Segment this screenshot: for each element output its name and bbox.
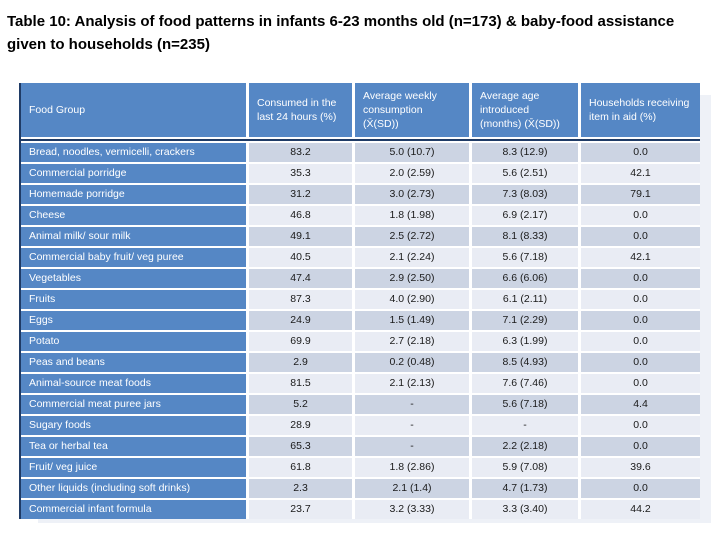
value-cell: 0.0 xyxy=(581,437,700,456)
value-cell: 31.2 xyxy=(249,185,352,204)
value-cell: 4.4 xyxy=(581,395,700,414)
value-cell: 5.9 (7.08) xyxy=(472,458,578,477)
value-cell: 2.2 (2.18) xyxy=(472,437,578,456)
food-group-cell: Fruit/ veg juice xyxy=(21,458,246,477)
value-cell: 3.3 (3.40) xyxy=(472,500,578,519)
value-cell: 23.7 xyxy=(249,500,352,519)
food-group-cell: Fruits xyxy=(21,290,246,309)
value-cell: 6.3 (1.99) xyxy=(472,332,578,351)
value-cell: 2.1 (2.13) xyxy=(355,374,469,393)
value-cell: 24.9 xyxy=(249,311,352,330)
value-cell: 5.2 xyxy=(249,395,352,414)
column-header: Consumed in the last 24 hours (%) xyxy=(249,83,352,137)
value-cell: 0.0 xyxy=(581,227,700,246)
food-group-header: Food Group xyxy=(21,83,246,137)
value-cell: 1.8 (2.86) xyxy=(355,458,469,477)
food-group-cell: Vegetables xyxy=(21,269,246,288)
value-cell: 0.0 xyxy=(581,332,700,351)
value-cell: 81.5 xyxy=(249,374,352,393)
food-group-cell: Potato xyxy=(21,332,246,351)
food-group-cell: Sugary foods xyxy=(21,416,246,435)
value-cell: 5.6 (2.51) xyxy=(472,164,578,183)
value-cell: 1.8 (1.98) xyxy=(355,206,469,225)
value-cell: 8.5 (4.93) xyxy=(472,353,578,372)
value-cell: 49.1 xyxy=(249,227,352,246)
value-cell: 2.1 (2.24) xyxy=(355,248,469,267)
column-header: Households receiving item in aid (%) xyxy=(581,83,700,137)
value-cell: 0.2 (0.48) xyxy=(355,353,469,372)
food-group-cell: Tea or herbal tea xyxy=(21,437,246,456)
header-divider xyxy=(21,139,700,141)
value-cell: 39.6 xyxy=(581,458,700,477)
food-group-cell: Animal-source meat foods xyxy=(21,374,246,393)
food-group-cell: Other liquids (including soft drinks) xyxy=(21,479,246,498)
value-cell: 28.9 xyxy=(249,416,352,435)
value-cell: - xyxy=(355,395,469,414)
value-cell: 0.0 xyxy=(581,479,700,498)
column-header: Average age introduced (months) (X̄(SD)) xyxy=(472,83,578,137)
value-cell: 42.1 xyxy=(581,248,700,267)
food-group-cell: Cheese xyxy=(21,206,246,225)
value-cell: - xyxy=(355,416,469,435)
food-group-cell: Commercial meat puree jars xyxy=(21,395,246,414)
value-cell: 2.5 (2.72) xyxy=(355,227,469,246)
value-cell: 3.0 (2.73) xyxy=(355,185,469,204)
value-cell: 46.8 xyxy=(249,206,352,225)
value-cell: 6.1 (2.11) xyxy=(472,290,578,309)
value-cell: 8.1 (8.33) xyxy=(472,227,578,246)
value-cell: 2.9 xyxy=(249,353,352,372)
value-cell: 5.6 (7.18) xyxy=(472,248,578,267)
value-cell: 3.2 (3.33) xyxy=(355,500,469,519)
value-cell: 40.5 xyxy=(249,248,352,267)
value-cell: 0.0 xyxy=(581,416,700,435)
value-cell: 2.1 (1.4) xyxy=(355,479,469,498)
value-cell: 6.6 (6.06) xyxy=(472,269,578,288)
value-cell: 6.9 (2.17) xyxy=(472,206,578,225)
food-group-cell: Commercial baby fruit/ veg puree xyxy=(21,248,246,267)
value-cell: 7.3 (8.03) xyxy=(472,185,578,204)
value-cell: 0.0 xyxy=(581,374,700,393)
value-cell: 0.0 xyxy=(581,290,700,309)
food-group-cell: Eggs xyxy=(21,311,246,330)
value-cell: 7.6 (7.46) xyxy=(472,374,578,393)
value-cell: - xyxy=(355,437,469,456)
value-cell: 79.1 xyxy=(581,185,700,204)
value-cell: 0.0 xyxy=(581,143,700,162)
value-cell: 87.3 xyxy=(249,290,352,309)
value-cell: - xyxy=(472,416,578,435)
value-cell: 1.5 (1.49) xyxy=(355,311,469,330)
value-cell: 44.2 xyxy=(581,500,700,519)
food-group-cell: Peas and beans xyxy=(21,353,246,372)
value-cell: 47.4 xyxy=(249,269,352,288)
value-cell: 5.6 (7.18) xyxy=(472,395,578,414)
column-header: Average weekly consumption (X̄(SD)) xyxy=(355,83,469,137)
value-cell: 8.3 (12.9) xyxy=(472,143,578,162)
value-cell: 61.8 xyxy=(249,458,352,477)
food-group-cell: Commercial infant formula xyxy=(21,500,246,519)
food-group-cell: Commercial porridge xyxy=(21,164,246,183)
food-patterns-table: Food Group Consumed in the last 24 hours … xyxy=(19,83,700,519)
table-title: Table 10: Analysis of food patterns in i… xyxy=(7,13,675,53)
food-group-cell: Bread, noodles, vermicelli, crackers xyxy=(21,143,246,162)
value-cell: 69.9 xyxy=(249,332,352,351)
value-cell: 4.0 (2.90) xyxy=(355,290,469,309)
value-cell: 2.0 (2.59) xyxy=(355,164,469,183)
food-group-cell: Animal milk/ sour milk xyxy=(21,227,246,246)
value-cell: 0.0 xyxy=(581,353,700,372)
value-cell: 0.0 xyxy=(581,206,700,225)
value-cell: 35.3 xyxy=(249,164,352,183)
value-cell: 42.1 xyxy=(581,164,700,183)
value-cell: 65.3 xyxy=(249,437,352,456)
value-cell: 2.3 xyxy=(249,479,352,498)
value-cell: 2.7 (2.18) xyxy=(355,332,469,351)
value-cell: 0.0 xyxy=(581,269,700,288)
value-cell: 2.9 (2.50) xyxy=(355,269,469,288)
value-cell: 0.0 xyxy=(581,311,700,330)
food-group-cell: Homemade porridge xyxy=(21,185,246,204)
value-cell: 83.2 xyxy=(249,143,352,162)
value-cell: 4.7 (1.73) xyxy=(472,479,578,498)
table-grid: Food Group Consumed in the last 24 hours … xyxy=(21,83,700,519)
value-cell: 5.0 (10.7) xyxy=(355,143,469,162)
value-cell: 7.1 (2.29) xyxy=(472,311,578,330)
